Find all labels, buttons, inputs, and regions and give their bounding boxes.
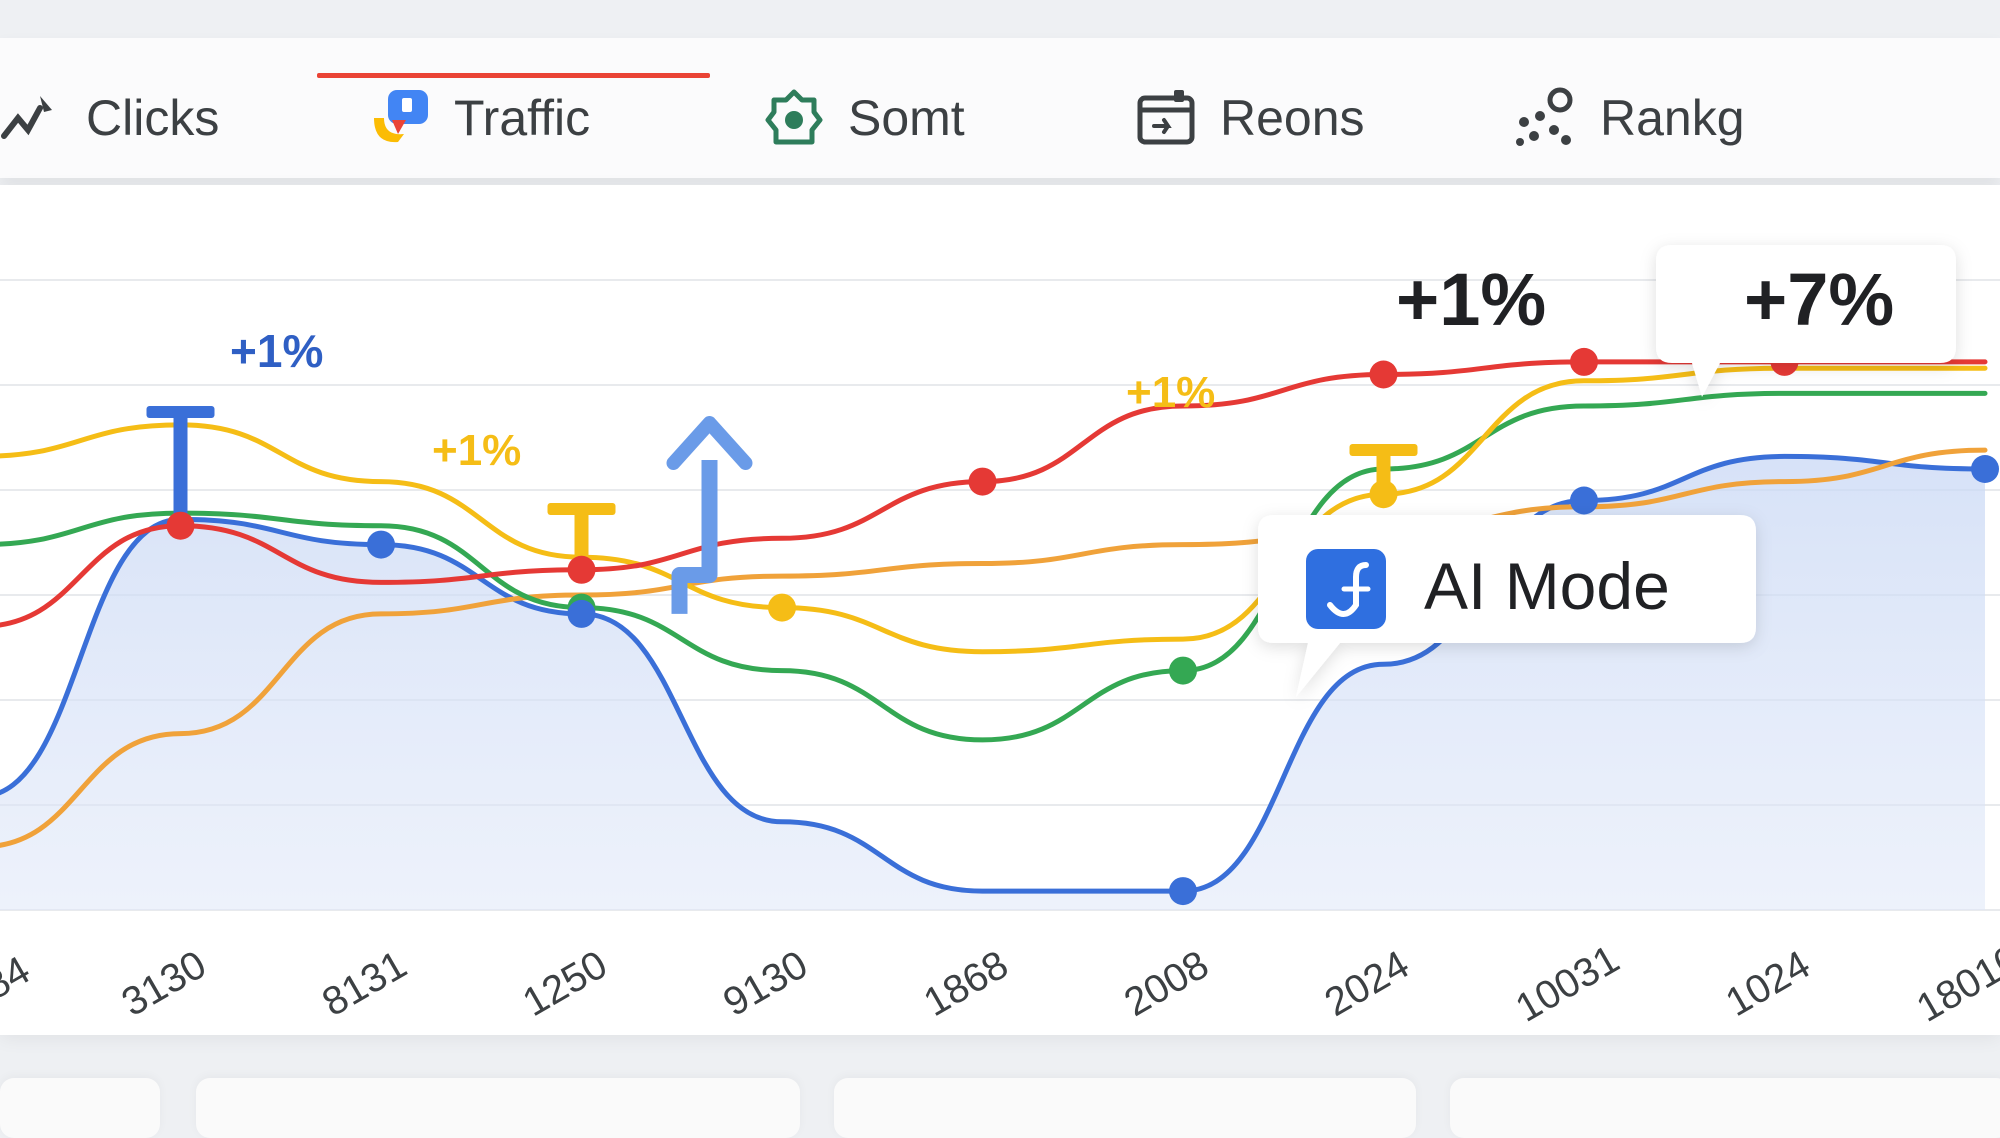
- summary-card-2: [196, 1078, 800, 1138]
- data-point: [1971, 455, 1999, 483]
- annotation-plus7: +7%: [1744, 258, 1894, 341]
- active-tab-indicator: [317, 73, 710, 78]
- ai-mode-label: AI Mode: [1424, 549, 1670, 623]
- data-point: [367, 530, 395, 559]
- x-tick-label: 3130: [114, 942, 213, 1025]
- x-tick-label: 384: [0, 948, 37, 1019]
- summary-card-4: [1450, 1078, 2000, 1138]
- data-point: [166, 511, 195, 540]
- tab-label: Reons: [1220, 90, 1365, 146]
- tab-somt[interactable]: Somt: [762, 78, 965, 158]
- reports-icon: [1137, 90, 1195, 145]
- data-point: [968, 467, 997, 496]
- summary-card-1: [0, 1078, 160, 1138]
- annotation-yellow-plus1-right: +1%: [1126, 368, 1215, 417]
- change-marker-blue: [173, 412, 188, 526]
- data-point: [768, 593, 796, 622]
- series-line: [0, 365, 1988, 655]
- data-point: [1369, 360, 1398, 389]
- data-point: [1570, 347, 1598, 376]
- line-chart: 384 3130 8131 1250 9130 1868 2008 2024 10031 1024…: [0, 245, 2000, 1031]
- series-line: [0, 447, 1988, 848]
- ranking-nodes-icon: [1516, 87, 1573, 146]
- annotation-yellow-plus1-left: +1%: [432, 426, 521, 475]
- tab-clicks[interactable]: Clicks: [0, 78, 219, 158]
- x-tick-label: 10031: [1508, 937, 1626, 1031]
- data-point: [1570, 486, 1598, 515]
- change-marker-blue-cap: [146, 406, 215, 418]
- sentiment-bot-icon: [765, 89, 823, 145]
- trend-up-arrow-icon: [666, 416, 753, 470]
- tab-label: Traffic: [454, 90, 591, 146]
- plus7-callout: [1656, 245, 1956, 397]
- data-point: [1169, 656, 1197, 685]
- series-line: [0, 359, 1988, 628]
- x-tick-label: 2024: [1317, 942, 1416, 1025]
- data-point: [1169, 877, 1197, 906]
- ai-mode-icon: [1306, 549, 1386, 629]
- tab-label: Somt: [848, 90, 965, 146]
- x-tick-label: 9130: [716, 942, 815, 1025]
- tab-rankg[interactable]: Rankg: [1514, 78, 1745, 158]
- tab-traffic[interactable]: Traffic: [368, 78, 590, 158]
- cursor-click-icon: [1, 96, 52, 139]
- x-tick-label: 18010: [1909, 937, 2000, 1031]
- trend-up-arrow-shaft: [671, 460, 718, 614]
- traffic-chat-icon: [374, 90, 428, 143]
- x-tick-label: 8131: [315, 942, 414, 1025]
- summary-card-3: [834, 1078, 1416, 1138]
- x-tick-label: 2008: [1117, 942, 1216, 1025]
- tab-label: Clicks: [86, 90, 220, 146]
- change-marker-yellow-left-cap: [547, 503, 616, 515]
- data-point: [567, 599, 596, 628]
- change-marker-yellow-right-cap: [1349, 444, 1418, 456]
- data-point: [1369, 480, 1398, 509]
- series-area: [0, 456, 1985, 910]
- tab-label: Rankg: [1600, 90, 1745, 146]
- x-tick-label: 1250: [515, 942, 614, 1025]
- tab-reons[interactable]: Reons: [1134, 78, 1365, 158]
- data-point: [567, 555, 596, 584]
- annotation-blue-plus1: +1%: [230, 325, 323, 377]
- x-tick-label: 1024: [1718, 942, 1817, 1025]
- metric-tab-bar: [0, 38, 2000, 178]
- series-line: [0, 390, 1988, 743]
- x-tick-label: 1868: [916, 942, 1015, 1025]
- change-marker-yellow-left: [574, 509, 589, 570]
- chart-card: 384 3130 8131 1250 9130 1868 2008 2024 10031 1024…: [0, 185, 2000, 1035]
- annotation-plus1-large: +1%: [1396, 258, 1546, 341]
